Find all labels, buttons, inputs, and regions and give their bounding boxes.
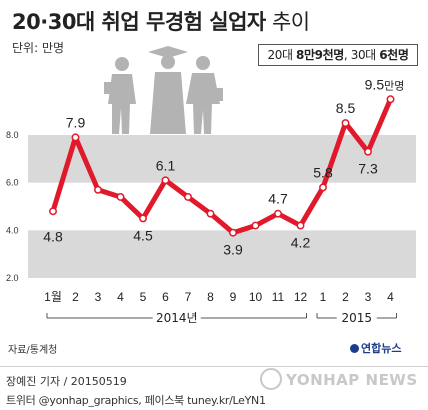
data-label: 9.5만명 xyxy=(365,76,405,92)
data-point xyxy=(116,193,125,201)
data-point xyxy=(386,95,395,104)
year-group-label: 2014년 xyxy=(156,311,198,325)
x-tick-label: 2 xyxy=(72,290,79,304)
series-line-path xyxy=(50,96,393,236)
yonhap-logo-icon xyxy=(350,344,359,353)
data-point xyxy=(139,214,147,223)
x-tick-label: 4 xyxy=(387,290,394,304)
x-tick-label: 2 xyxy=(342,290,349,304)
people-silhouettes-icon xyxy=(104,46,223,134)
yonhap-logo: 연합뉴스 xyxy=(350,340,401,356)
footer-divider xyxy=(0,366,428,367)
data-label: 4.2 xyxy=(291,235,311,251)
y-tick-label: 8.0 xyxy=(6,130,19,140)
data-point xyxy=(71,133,80,142)
data-label: 8.5 xyxy=(336,100,356,116)
x-tick-label: 7 xyxy=(185,290,192,304)
x-tick-label: 1 xyxy=(320,290,327,304)
series-markers xyxy=(49,95,395,237)
data-label: 7.9 xyxy=(66,114,86,130)
data-point xyxy=(274,209,282,218)
data-point xyxy=(94,185,102,194)
x-tick-label: 4 xyxy=(117,290,124,304)
data-label: 7.3 xyxy=(358,161,378,177)
callout-box: 20대 8만9천명, 30대 6천명 xyxy=(258,44,418,66)
credit-line: 장예진 기자 / 20150519 xyxy=(6,375,127,388)
data-label: 3.9 xyxy=(223,242,243,258)
data-point xyxy=(296,221,305,230)
data-point xyxy=(341,119,350,128)
x-tick-label: 12 xyxy=(294,290,308,304)
x-tick-label: 6 xyxy=(162,290,169,304)
x-axis-ticks: 1월 2 3 4 5 6 7 8 9 10 11 12 1 2 3 4 xyxy=(44,290,394,304)
year-group-label: 2015 xyxy=(341,311,372,325)
y-tick-label: 6.0 xyxy=(6,178,19,188)
data-point xyxy=(49,207,57,216)
x-tick-label: 10 xyxy=(249,290,263,304)
data-point xyxy=(184,193,192,201)
x-tick-label: 8 xyxy=(207,290,214,304)
x-tick-label: 3 xyxy=(95,290,102,304)
chart-title: 20·30대 취업 무경험 실업자 추이 xyxy=(12,6,310,36)
year-groups: 2014년 2015 xyxy=(46,311,397,325)
y-tick-label: 2.0 xyxy=(6,273,19,283)
data-label: 6.1 xyxy=(156,157,176,173)
x-tick-label: 3 xyxy=(365,290,372,304)
data-point xyxy=(229,228,237,237)
line-chart: 8.0 6.0 4.0 2.0 4.8 7.9 4.5 6.1 3.9 4.7 4.2 5.8 8.5… xyxy=(6,46,416,325)
data-label: 5.8 xyxy=(313,164,333,180)
title-suffix: 추이 xyxy=(271,10,310,34)
data-point xyxy=(161,176,170,185)
data-point xyxy=(364,147,372,156)
x-tick-label: 11 xyxy=(272,290,285,304)
data-label-unit: 만명 xyxy=(384,79,404,92)
watermark: YONHAP NEWS xyxy=(260,368,418,390)
watermark-icon xyxy=(260,368,282,390)
x-tick-label: 5 xyxy=(140,290,147,304)
grid-band-1 xyxy=(28,230,416,278)
x-tick-label: 1월 xyxy=(44,290,62,304)
series-line xyxy=(50,96,393,236)
y-tick-label: 4.0 xyxy=(6,225,19,235)
data-label: 4.8 xyxy=(43,228,63,244)
data-point xyxy=(319,183,327,192)
x-tick-label: 9 xyxy=(230,290,237,304)
data-label: 4.5 xyxy=(133,227,153,243)
unit-label: 단위: 만명 xyxy=(12,41,65,55)
title-main: 20·30대 취업 무경험 실업자 xyxy=(12,10,266,34)
data-label: 4.7 xyxy=(268,191,288,207)
data-point xyxy=(206,209,215,218)
y-axis-ticks: 8.0 6.0 4.0 2.0 xyxy=(6,130,19,283)
data-labels: 4.8 7.9 4.5 6.1 3.9 4.7 4.2 5.8 8.5 7.3 9.5만명 xyxy=(43,76,404,257)
source-label: 자료/통계청 xyxy=(8,345,58,356)
data-point xyxy=(251,221,260,230)
social-links: 트위터 @yonhap_graphics, 페이스북 tuney.kr/LeYN… xyxy=(6,394,266,407)
